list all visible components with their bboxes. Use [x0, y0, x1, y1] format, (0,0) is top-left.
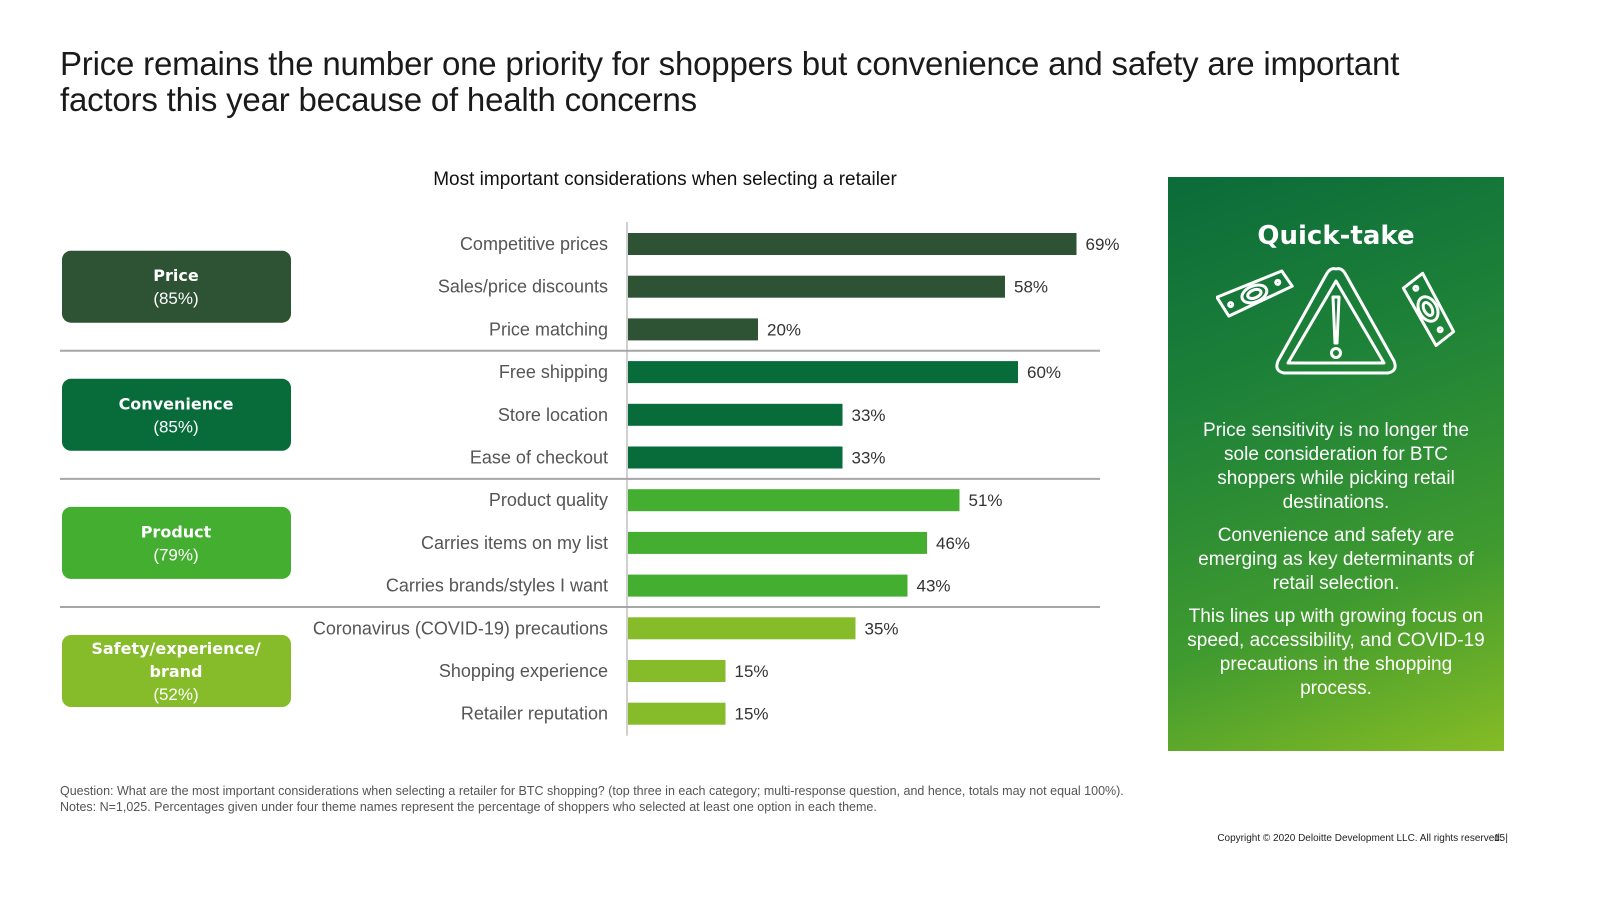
data-label: 51%	[969, 491, 1003, 510]
quick-take-paragraph: Convenience and safety are emerging as k…	[1198, 525, 1474, 594]
category-label: Store location	[498, 405, 608, 425]
category-label: Product quality	[489, 490, 608, 510]
theme-box	[62, 378, 291, 451]
quick-take-title: Quick-take	[1257, 221, 1415, 251]
bar	[628, 318, 758, 341]
quick-take-panel: Quick-take	[1168, 177, 1504, 751]
bar	[628, 446, 843, 469]
bar	[628, 617, 856, 640]
category-label: Competitive prices	[460, 234, 608, 254]
theme-name: brand	[150, 662, 203, 681]
category-label: Sales/price discounts	[438, 277, 608, 297]
copyright: Copyright © 2020 Deloitte Development LL…	[1217, 833, 1508, 844]
banknote-icon	[1216, 269, 1294, 318]
theme-name: Product	[141, 522, 212, 541]
theme-percentage: (52%)	[153, 685, 198, 704]
theme-box	[62, 506, 291, 579]
bar	[628, 361, 1018, 384]
data-label: 20%	[767, 320, 801, 339]
bar	[628, 702, 726, 725]
banknote-icon	[1401, 271, 1456, 347]
data-label: 33%	[852, 406, 886, 425]
sample-note: Notes: N=1,025. Percentages given under …	[60, 800, 877, 814]
bar	[628, 531, 927, 554]
category-label: Coronavirus (COVID-19) precautions	[313, 618, 608, 638]
quick-take-text: Price sensitivity is no longer the sole …	[1186, 419, 1486, 701]
data-label: 15%	[735, 705, 769, 724]
data-label: 58%	[1014, 278, 1048, 297]
bar	[628, 574, 908, 597]
data-label: 69%	[1086, 235, 1120, 254]
category-label: Carries items on my list	[421, 533, 608, 553]
theme-box	[62, 250, 291, 323]
bar-chart: Competitive prices 69% Sales/price discoun…	[60, 222, 1120, 736]
data-label: 33%	[852, 449, 886, 468]
bar	[628, 489, 960, 512]
data-label: 60%	[1027, 363, 1061, 382]
slide-title: Price remains the number one priority fo…	[60, 45, 1400, 118]
theme-percentage: (79%)	[153, 545, 198, 564]
quick-take-paragraph: This lines up with growing focus on spee…	[1187, 606, 1485, 699]
bar	[628, 403, 843, 426]
question-note: Question: What are the most important co…	[60, 784, 1124, 798]
theme-percentage: (85%)	[153, 289, 198, 308]
chart-title: Most important considerations when selec…	[433, 169, 897, 190]
data-label: 46%	[936, 534, 970, 553]
category-label: Shopping experience	[439, 661, 608, 681]
footnotes: Question: What are the most important co…	[60, 783, 1360, 815]
warning-with-money-icon	[1216, 267, 1456, 375]
data-label: 35%	[865, 619, 899, 638]
warning-triangle-icon	[1275, 267, 1397, 375]
category-label: Retailer reputation	[461, 704, 608, 724]
category-label: Ease of checkout	[470, 448, 608, 468]
category-label: Price matching	[489, 319, 608, 339]
category-label: Carries brands/styles I want	[386, 576, 608, 596]
category-label: Free shipping	[499, 362, 608, 382]
theme-percentage: (85%)	[153, 417, 198, 436]
theme-name: Price	[153, 266, 199, 285]
bar	[628, 275, 1005, 298]
bar	[628, 233, 1077, 255]
theme-name: Convenience	[119, 394, 234, 413]
data-label: 43%	[917, 577, 951, 596]
page-number: 15	[1494, 833, 1506, 844]
theme-name: Safety/experience/	[91, 639, 260, 658]
bar	[628, 660, 726, 682]
theme-box	[62, 635, 291, 707]
data-label: 15%	[735, 662, 769, 681]
quick-take-paragraph: Price sensitivity is no longer the sole …	[1202, 420, 1470, 513]
